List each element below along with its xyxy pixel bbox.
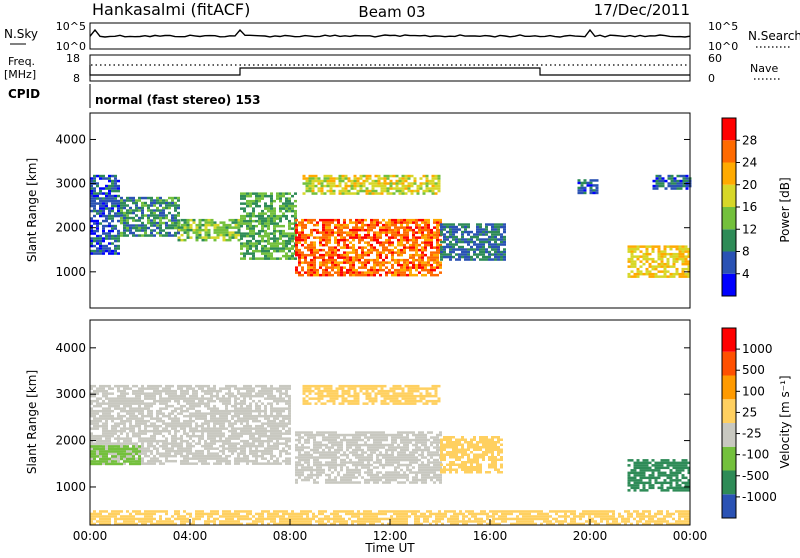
ytick-label: 1000 [55,265,86,279]
colorbar-tick-label: 25 [742,405,757,419]
cpid-text: normal (fast stereo) 153 [95,93,261,107]
xtick-label: 00:00 [73,529,108,543]
freq-label: Freq. [8,55,35,68]
xtick-label: 00:00 [673,529,708,543]
power-ylabel: Slant Range [km] [25,158,39,262]
ytick-label: 4000 [55,132,86,146]
velocity-colorbar: 1000 500 100 25 -25 -100 -500 -1000 [722,328,777,518]
colorbar-tick-label: -1000 [742,490,777,504]
colorbar-segment [722,118,736,140]
power-colorbar: 28 24 20 16 12 8 4 [722,118,757,296]
colorbar-tick-label: 500 [742,363,765,377]
beam-title: Beam 03 [358,3,425,21]
velocity-ylabel: Slant Range [km] [25,370,39,474]
colorbar-segment [722,399,736,423]
xtick-label: 08:00 [273,529,308,543]
nave-tick-bottom: 0 [708,72,715,85]
ytick-label: 2000 [55,221,86,235]
nsearch-label: N.Search [748,29,800,43]
colorbar-tick-label: 28 [742,133,757,147]
ytick-label: 1000 [55,480,86,494]
colorbar-tick-label: 16 [742,200,757,214]
colorbar-segment [722,185,736,207]
colorbar-tick-label: -500 [742,469,769,483]
nsky-label: N.Sky [4,27,38,41]
nsky-trace [90,30,690,37]
colorbar-segment [722,376,736,400]
colorbar-tick-label: 8 [742,245,750,259]
colorbar-tick-label: 12 [742,222,757,236]
colorbar-segment [722,494,736,518]
ytick-label: 4000 [55,341,86,355]
ytick-label: 2000 [55,434,86,448]
nsky-tick-top: 10^5 [56,20,86,33]
colorbar-tick-label: 4 [742,267,750,281]
freq-trace [90,65,690,75]
nave-label: Nave [750,62,778,75]
colorbar-tick-label: -100 [742,448,769,462]
xtick-label: 20:00 [573,529,608,543]
xtick-label: 16:00 [473,529,508,543]
colorbar-tick-label: 24 [742,156,757,170]
colorbar-segment [722,274,736,296]
ytick-label: 3000 [55,177,86,191]
colorbar-tick-label: 1000 [742,342,773,356]
colorbar-tick-label: 100 [742,384,765,398]
velocity-colorbar-label: Velocity [m s⁻¹] [778,375,792,468]
colorbar-tick-label: 20 [742,178,757,192]
cpid-label: CPID [8,87,40,101]
nsearch-tick-top: 10^5 [708,20,738,33]
date-title: 17/Dec/2011 [594,1,690,19]
colorbar-segment [722,229,736,251]
power-colorbar-label: Power [dB] [778,177,792,242]
time-xlabel: Time UT [364,541,415,554]
colorbar-segment [722,140,736,162]
colorbar-segment [722,163,736,185]
colorbar-segment [722,447,736,471]
colorbar-segment [722,352,736,376]
colorbar-segment [722,207,736,229]
ytick-label: 3000 [55,387,86,401]
colorbar-segment [722,423,736,447]
nave-tick-top: 60 [708,52,722,65]
xtick-label: 04:00 [173,529,208,543]
station-title: Hankasalmi (fitACF) [92,0,250,19]
freq-tick-bottom: 8 [73,72,80,85]
colorbar-segment [722,328,736,352]
freq-unit: [MHz] [4,68,36,81]
colorbar-segment [722,252,736,274]
power-panel: 1000 2000 3000 4000 Slant Range [km] [25,113,692,308]
colorbar-tick-label: -25 [742,427,762,441]
colorbar-segment [722,471,736,495]
freq-tick-top: 18 [66,52,80,65]
